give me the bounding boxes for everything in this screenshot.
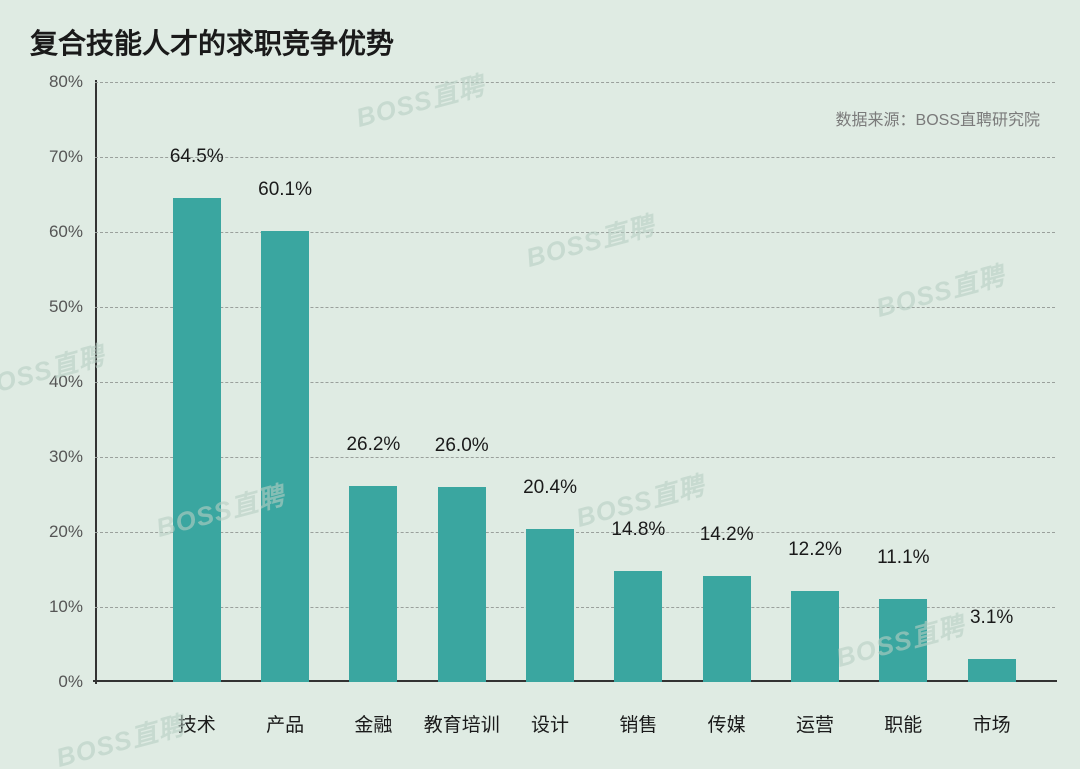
- x-tick-label: 传媒: [708, 710, 746, 737]
- y-tick-label: 0%: [58, 672, 83, 692]
- x-tick-label: 设计: [531, 710, 569, 737]
- bar: [703, 576, 751, 683]
- gridline: [95, 382, 1055, 383]
- y-tick-label: 80%: [49, 72, 83, 92]
- y-tick-label: 30%: [49, 447, 83, 467]
- bar: [438, 487, 486, 682]
- gridline: [95, 457, 1055, 458]
- bar: [791, 591, 839, 683]
- x-tick-label: 职能: [884, 710, 922, 737]
- bar-value-label: 60.1%: [258, 179, 312, 201]
- plot-area: 0%10%20%30%40%50%60%70%80%64.5%技术60.1%产品…: [95, 82, 1055, 682]
- bar-value-label: 3.1%: [970, 607, 1013, 629]
- x-tick-label: 市场: [973, 710, 1011, 737]
- bar: [173, 198, 221, 682]
- bar-value-label: 14.2%: [700, 524, 754, 546]
- bar-value-label: 26.2%: [346, 434, 400, 456]
- bar-value-label: 20.4%: [523, 477, 577, 499]
- gridline: [95, 232, 1055, 233]
- x-tick-label: 技术: [178, 710, 216, 737]
- bar-value-label: 12.2%: [788, 539, 842, 561]
- y-tick-label: 50%: [49, 297, 83, 317]
- gridline: [95, 307, 1055, 308]
- x-tick-label: 教育培训: [424, 710, 500, 737]
- chart-title: 复合技能人才的求职竞争优势: [30, 22, 394, 62]
- x-tick-label: 产品: [266, 710, 304, 737]
- bar: [526, 529, 574, 682]
- y-tick-label: 10%: [49, 597, 83, 617]
- y-tick-label: 60%: [49, 222, 83, 242]
- y-tick-label: 20%: [49, 522, 83, 542]
- bar: [261, 231, 309, 682]
- bar-value-label: 14.8%: [611, 519, 665, 541]
- bar-value-label: 64.5%: [170, 146, 224, 168]
- y-tick-label: 40%: [49, 372, 83, 392]
- x-tick-label: 运营: [796, 710, 834, 737]
- bar-chart: 复合技能人才的求职竞争优势 数据来源：BOSS直聘研究院 0%10%20%30%…: [0, 0, 1080, 769]
- bar-value-label: 26.0%: [435, 435, 489, 457]
- bar: [349, 486, 397, 683]
- bar: [614, 571, 662, 682]
- gridline: [95, 82, 1055, 83]
- watermark: BOSS直聘: [52, 705, 189, 775]
- bar-value-label: 11.1%: [877, 547, 929, 569]
- bar: [879, 599, 927, 682]
- y-tick-label: 70%: [49, 147, 83, 167]
- gridline: [95, 157, 1055, 158]
- x-tick-label: 销售: [619, 710, 657, 737]
- watermark: BOSS直聘: [0, 335, 108, 405]
- x-tick-label: 金融: [354, 710, 392, 737]
- bar: [968, 659, 1016, 682]
- gridline: [95, 532, 1055, 533]
